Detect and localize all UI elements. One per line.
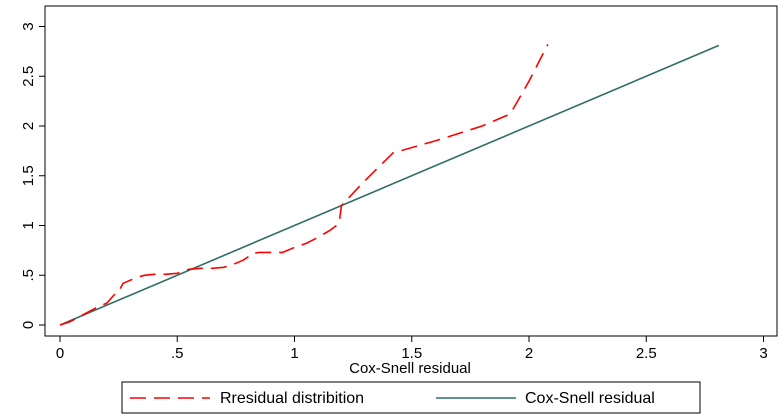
x-ticks: 0 .5 1 1.5 2 2.5 3 (56, 336, 768, 362)
y-tick-label: 0 (20, 321, 37, 329)
series-line-residual-distribution (59, 44, 549, 326)
x-tick-label: 2 (525, 345, 533, 362)
legend-box (121, 381, 701, 414)
y-tick-label: .5 (20, 269, 37, 282)
legend: Rresidual distribition Cox-Snell residua… (121, 381, 701, 414)
x-tick-label: 0 (56, 345, 64, 362)
x-axis-title: Cox-Snell residual (349, 360, 471, 377)
x-tick-label: 1.5 (401, 345, 422, 362)
x-tick-label: .5 (171, 345, 184, 362)
x-tick-label: 1 (290, 345, 298, 362)
y-tick-label: 2.5 (20, 66, 37, 87)
y-tick-label: 3 (20, 22, 37, 30)
y-ticks: 0 .5 1 1.5 2 2.5 3 (20, 22, 45, 329)
plot-frame (44, 5, 778, 337)
series-line-cox-snell (59, 44, 720, 326)
x-tick-label: 3 (759, 345, 767, 362)
legend-label-residual-distribution: Rresidual distribition (220, 390, 364, 407)
y-tick-label: 2 (20, 122, 37, 130)
x-tick-label: 2.5 (636, 345, 657, 362)
y-tick-label: 1.5 (20, 165, 37, 186)
y-tick-label: 1 (20, 221, 37, 229)
legend-label-cox-snell: Cox-Snell residual (525, 390, 655, 407)
series-layer (59, 44, 720, 326)
